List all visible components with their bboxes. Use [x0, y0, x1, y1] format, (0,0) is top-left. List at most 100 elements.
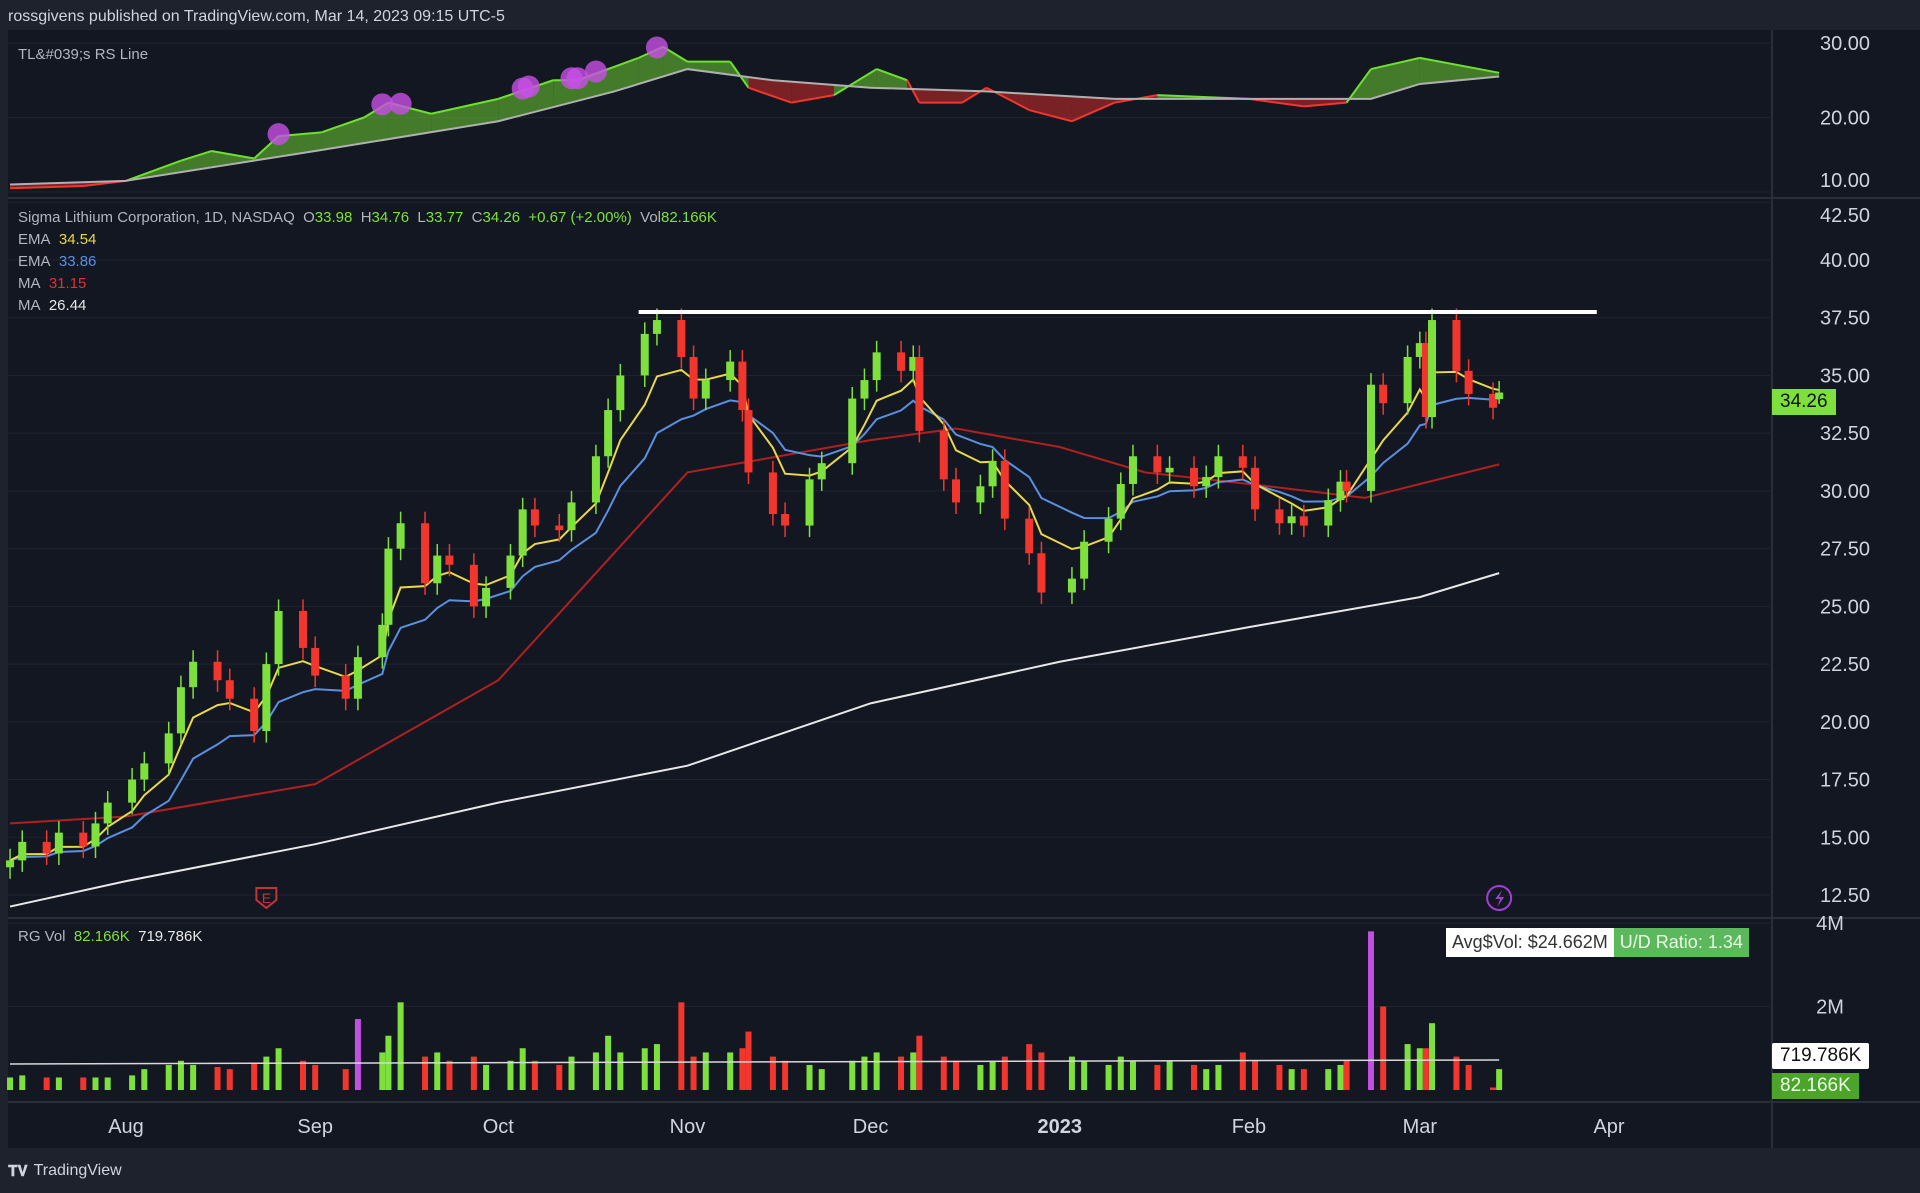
volume-bar [446, 1060, 453, 1090]
high-value: 34.76 [371, 209, 410, 226]
candle-body [1415, 343, 1424, 357]
time-axis-label: Apr [1593, 1116, 1624, 1138]
volume-bar [739, 1048, 746, 1090]
indicator-ma200[interactable]: MA 26.44 [18, 297, 87, 314]
volume-bar [80, 1077, 87, 1090]
candle-body [1336, 481, 1345, 501]
volume-bar [678, 1002, 685, 1090]
price-axis-label: 15.00 [1820, 827, 1870, 849]
candle-body [341, 675, 350, 699]
rs-new-high-dot [645, 36, 668, 59]
candle-body [518, 509, 527, 556]
candle-body [872, 352, 881, 381]
candle-body [1067, 578, 1076, 593]
volume-bar [1001, 1056, 1008, 1090]
rs-fill [278, 132, 322, 157]
candle-body [164, 733, 173, 764]
volume-bar [818, 1069, 825, 1090]
candle-body [726, 361, 735, 381]
volume-bar [1367, 931, 1374, 1090]
ma200-line [9, 572, 1500, 908]
candle-body [128, 779, 137, 803]
change-value: +0.67 (+2.00%) [528, 209, 632, 226]
volume-bar [141, 1069, 148, 1090]
candle-body [18, 841, 27, 861]
rs-fill [498, 80, 554, 122]
rs-axis-label: 10.00 [1820, 170, 1870, 192]
candle-body [250, 698, 259, 732]
price-axis-label: 27.50 [1820, 539, 1870, 561]
candle-body [421, 523, 430, 584]
candle-body [1000, 460, 1009, 519]
candle-body [213, 661, 222, 681]
volume-bar [129, 1075, 136, 1090]
volume-bar [531, 1060, 538, 1090]
indicator-ema-slow[interactable]: EMA 33.86 [18, 253, 97, 270]
candle-body [1165, 467, 1174, 473]
rs-line-segment [791, 94, 835, 104]
candle-body [1080, 541, 1089, 579]
rs-line-segment [876, 68, 908, 82]
volume-bar [1490, 1087, 1497, 1090]
volume-bar [1404, 1044, 1411, 1090]
lightning-icon [1486, 885, 1513, 911]
rs-line-segment [833, 68, 878, 97]
time-axis-label: Oct [483, 1116, 515, 1138]
candle-body [378, 624, 387, 658]
price-axis-label: 35.00 [1820, 365, 1870, 387]
tradingview-logo-icon[interactable]: 𝐓𝐕 [8, 1162, 28, 1180]
volume-bar [1422, 1048, 1429, 1090]
indicator-ma50[interactable]: MA 31.15 [18, 275, 87, 292]
candle-body [176, 687, 185, 734]
volume-bar [1465, 1064, 1472, 1090]
candle-body [530, 509, 539, 526]
candle-body [951, 479, 960, 503]
volume-bar [519, 1048, 526, 1090]
rs-fill [833, 69, 877, 96]
volume-axis-label: 2M [1816, 997, 1844, 1019]
time-axis-label: Dec [853, 1116, 889, 1138]
candle-body [469, 564, 478, 607]
candle-body [701, 380, 710, 399]
candle-body [1428, 320, 1437, 418]
rs-moving-average [10, 68, 1500, 186]
candle-body [640, 333, 649, 376]
last-price-badge: 34.26 [1772, 389, 1836, 415]
volume-bar [702, 1052, 709, 1090]
volume-bar [806, 1064, 813, 1090]
volume-bar [1154, 1064, 1161, 1090]
candle-body [1403, 356, 1412, 404]
rs-fill [577, 57, 639, 101]
candle-body [768, 472, 777, 514]
candle-body [817, 463, 826, 480]
brand-name[interactable]: TradingView [33, 1162, 122, 1179]
volume-bar [104, 1077, 111, 1090]
volume-badge: 82.166K [1772, 1073, 1859, 1099]
close-value: 34.26 [482, 209, 521, 226]
candle-body [1342, 481, 1351, 491]
open-value: 33.98 [314, 209, 353, 226]
symbol-legend: Sigma Lithium Corporation, 1D, NASDAQ O3… [18, 209, 717, 226]
volume-bar [299, 1060, 306, 1090]
candle-body [860, 380, 869, 399]
publish-info: rossgivens published on TradingView.com,… [8, 8, 505, 25]
candle-body [353, 657, 362, 699]
rs-fill [919, 89, 963, 103]
indicator-ema-fast[interactable]: EMA 34.54 [18, 231, 97, 248]
candle-body [1299, 516, 1308, 526]
rs-new-high-dot [267, 123, 290, 146]
volume-bar [19, 1075, 26, 1090]
volume-bar [910, 1052, 917, 1090]
volume-bar [397, 1002, 404, 1090]
candle-body [189, 661, 198, 688]
volume-bar [745, 1031, 752, 1090]
candle-body [1153, 456, 1162, 473]
volume-bar [617, 1052, 624, 1090]
rs-fill [1071, 96, 1115, 122]
chart-background [8, 30, 1772, 1148]
rs-line-segment [211, 150, 255, 160]
candle-body [1202, 477, 1211, 487]
symbol-name: Sigma Lithium Corporation, 1D, NASDAQ [18, 209, 295, 226]
candle-body [738, 361, 747, 411]
